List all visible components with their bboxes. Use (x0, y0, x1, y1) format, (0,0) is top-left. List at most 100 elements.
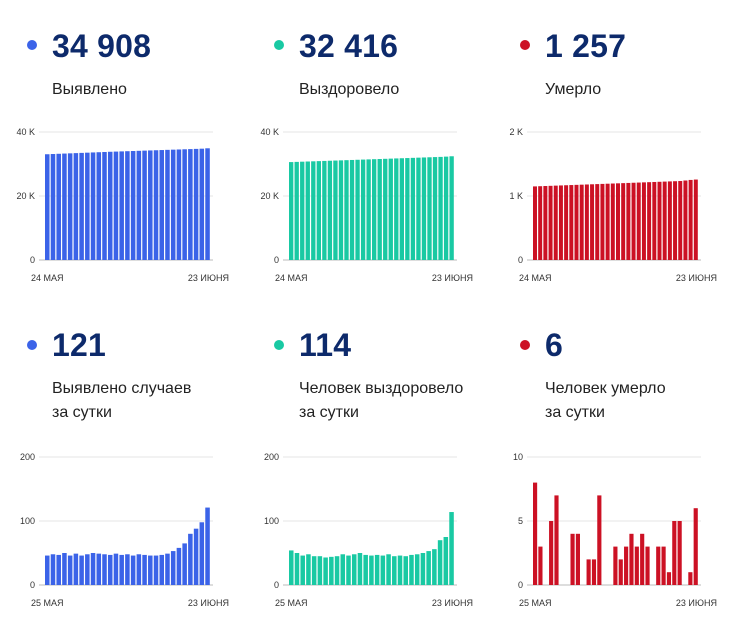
recovered-day-bar (329, 556, 334, 585)
recovered-day-y-tick-label: 200 (264, 452, 279, 462)
detected-day-y-tick-label: 0 (30, 580, 35, 590)
detected-day-bar (102, 554, 107, 585)
recovered-day-bar (380, 555, 386, 585)
recovered-chart: 0 20 K 40 K 24 МАЯ 23 ИЮНЯ (260, 127, 473, 283)
recovered-bar (300, 161, 305, 260)
detected-bar (107, 151, 113, 260)
died-label-line: Умерло (545, 81, 602, 98)
died-bar (631, 182, 636, 260)
recovered-day-bar (437, 540, 443, 585)
died-bar (678, 181, 683, 260)
detected-bar (193, 148, 199, 260)
died-bar (579, 184, 584, 260)
died-bar (595, 184, 600, 260)
recovered-bar (355, 159, 360, 260)
recovered-label-line: Выздоровело (299, 81, 400, 98)
detected-total: 34 908 (52, 28, 152, 64)
recovered-bar (377, 159, 382, 260)
recovered-day-bar (397, 555, 403, 585)
recovered-day-bar (357, 553, 363, 585)
recovered-day-bar (449, 512, 454, 585)
died-label: Умерло (545, 78, 601, 102)
died-bar (569, 185, 574, 260)
detected-day-bar (107, 554, 113, 585)
recovered-label: Выздоровело (299, 78, 399, 102)
detected-day-bar (176, 547, 182, 585)
detected-day-bar (79, 555, 84, 585)
died-day-bar (586, 559, 591, 585)
recovered-day-bar (432, 549, 437, 585)
recovered-bar (399, 158, 404, 260)
recovered-total: 32 416 (299, 28, 399, 64)
recovered-day-x-start-label: 25 МАЯ (275, 598, 308, 608)
died-day-bar (597, 495, 602, 585)
died-bar (636, 182, 641, 260)
recovered-day-chart: 0 100 200 25 МАЯ 23 ИЮНЯ (264, 452, 473, 608)
recovered-day-bar (374, 554, 380, 585)
died-day-bar (538, 546, 543, 585)
recovered-bar (333, 160, 338, 260)
recovered-bar (316, 161, 321, 260)
died-day-label-line-1: Человек умерло (545, 380, 666, 397)
detected-day-bar (193, 528, 199, 585)
died-day-label: Человек умерло за сутки (545, 377, 666, 425)
detected-day-label-line-1: Выявлено случаев (52, 380, 192, 397)
recovered-bar (416, 157, 421, 260)
detected-day-bar (85, 554, 90, 585)
died-day-bar (634, 546, 639, 585)
detected-bar (62, 153, 67, 260)
detected-day-bar (119, 554, 124, 585)
died-bar (657, 181, 662, 260)
died-day-y-tick-label: 5 (518, 516, 523, 526)
died-bar (553, 185, 558, 260)
died-bar (564, 185, 569, 260)
detected-bar (102, 152, 107, 260)
died-day-bar (661, 546, 666, 585)
recovered-day-bar (340, 554, 346, 585)
recovered-day-bar (420, 553, 426, 585)
detected-day-bar (125, 554, 130, 585)
detected-y-tick-label: 0 (30, 255, 35, 265)
recovered-bar (311, 161, 316, 260)
died-day-bar (656, 546, 661, 585)
detected-day-label-line-2: за сутки (52, 404, 112, 421)
died-bar (538, 186, 543, 260)
recovered-bar (410, 157, 416, 260)
detected-bar (90, 152, 96, 260)
detected-day-bar (205, 507, 210, 585)
recovered-day-total: 114 (299, 327, 352, 363)
died-bar (543, 186, 548, 260)
detected-day-y-tick-label: 200 (20, 452, 35, 462)
died-day-x-end-label: 23 ИЮНЯ (676, 598, 717, 608)
recovered-day-bar (409, 554, 414, 585)
detected-day-y-tick-label: 100 (20, 516, 35, 526)
died-bar (667, 181, 672, 260)
detected-bar (170, 149, 176, 260)
died-bar (574, 184, 579, 260)
died-bar (647, 182, 652, 260)
recovered-bar (388, 158, 393, 260)
detected-bar (125, 151, 130, 260)
detected-bar (153, 150, 159, 260)
recovered-day-bar (351, 554, 357, 585)
recovered-bar (360, 159, 366, 260)
detected-day-bar (148, 555, 153, 585)
detected-y-tick-label: 20 K (16, 191, 35, 201)
detected-day-dot (27, 340, 37, 350)
detected-bar (96, 152, 102, 260)
detected-bar (50, 154, 56, 260)
detected-bar (188, 149, 193, 260)
detected-x-start-label: 24 МАЯ (31, 273, 64, 283)
detected-bar (79, 152, 84, 260)
detected-day-bar (188, 533, 193, 585)
panel-detected: 34 908 Выявлено 0 20 K 40 K 24 МАЯ 23 ИЮНЯ (0, 0, 244, 315)
died-x-start-label: 24 МАЯ (519, 273, 552, 283)
recovered-bar (421, 157, 427, 260)
died-day-chart: 0 5 10 25 МАЯ 23 ИЮНЯ (513, 452, 717, 608)
detected-bar (73, 153, 79, 260)
died-day-total: 6 (545, 327, 563, 363)
died-day-bar (688, 572, 693, 585)
detected-bar (67, 153, 73, 260)
detected-day-bar (67, 555, 73, 585)
died-bar (590, 184, 595, 260)
